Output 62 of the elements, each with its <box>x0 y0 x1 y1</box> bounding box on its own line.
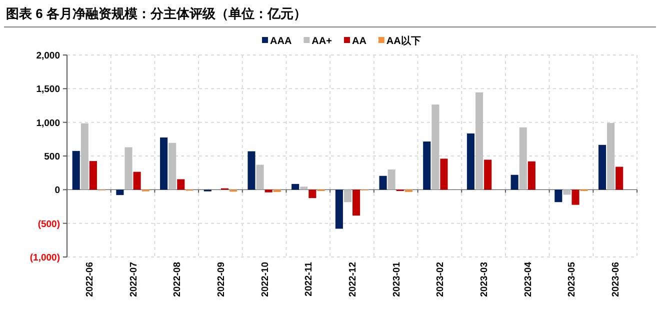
bar <box>510 174 518 190</box>
bar <box>273 190 281 192</box>
bar <box>89 161 97 190</box>
chart-title: 图表 6 各月净融资规模：分主体评级（单位：亿元） <box>6 6 306 21</box>
bar <box>432 104 440 190</box>
legend-label: AA <box>352 36 366 47</box>
bar <box>352 190 360 216</box>
bar <box>256 164 264 190</box>
bar <box>335 190 343 229</box>
bar <box>160 137 168 190</box>
bar <box>466 133 474 190</box>
bar <box>344 190 352 202</box>
bar <box>440 158 448 190</box>
bar <box>598 144 606 190</box>
x-tick-label: 2022-12 <box>348 262 358 297</box>
y-tick-label: 500 <box>44 152 60 162</box>
bar <box>80 123 88 190</box>
y-tick-label: 1,500 <box>36 84 60 96</box>
y-tick-label: 2,000 <box>36 50 60 62</box>
legend-label: AA以下 <box>386 35 421 47</box>
bar <box>300 186 308 190</box>
y-tick-label: (500) <box>38 218 60 230</box>
bar <box>528 161 536 190</box>
x-tick-label: 2023-01 <box>391 261 402 297</box>
x-tick-label: 2023-04 <box>522 261 534 297</box>
x-tick-label: 2023-06 <box>610 262 622 297</box>
y-tick-label: 0 <box>54 185 60 196</box>
x-tick-label: 2022-10 <box>260 262 271 297</box>
x-tick-label: 2023-03 <box>479 262 490 297</box>
bar <box>248 151 256 190</box>
bar <box>292 184 300 190</box>
bar <box>404 190 412 192</box>
legend-label: AAA <box>270 36 292 47</box>
bar <box>572 190 580 205</box>
bar <box>423 142 431 190</box>
bar <box>264 190 272 192</box>
bar <box>616 166 624 190</box>
bar <box>563 190 571 195</box>
bar <box>554 190 562 202</box>
bar <box>116 190 124 196</box>
x-tick-label: 2022-11 <box>304 261 315 296</box>
bar <box>308 190 316 198</box>
y-tick-label: (1,000) <box>30 252 60 264</box>
legend-label: AA+ <box>312 36 332 47</box>
bar <box>168 142 176 190</box>
x-tick-label: 2022-06 <box>84 262 96 297</box>
bar <box>72 150 80 190</box>
bar <box>177 179 185 190</box>
x-tick-label: 2023-05 <box>566 261 578 297</box>
x-tick-label: 2023-02 <box>435 262 446 297</box>
bar <box>379 176 387 190</box>
bar <box>388 169 396 190</box>
bar <box>124 147 132 190</box>
x-tick-label: 2022-07 <box>128 262 140 297</box>
bar <box>475 92 484 190</box>
x-tick-label: 2022-08 <box>172 262 184 297</box>
bar <box>133 172 141 190</box>
x-tick-label: 2022-09 <box>216 262 227 297</box>
bar <box>519 127 527 190</box>
bar <box>484 160 492 190</box>
bar <box>607 123 615 190</box>
y-tick-label: 1,000 <box>36 118 60 129</box>
